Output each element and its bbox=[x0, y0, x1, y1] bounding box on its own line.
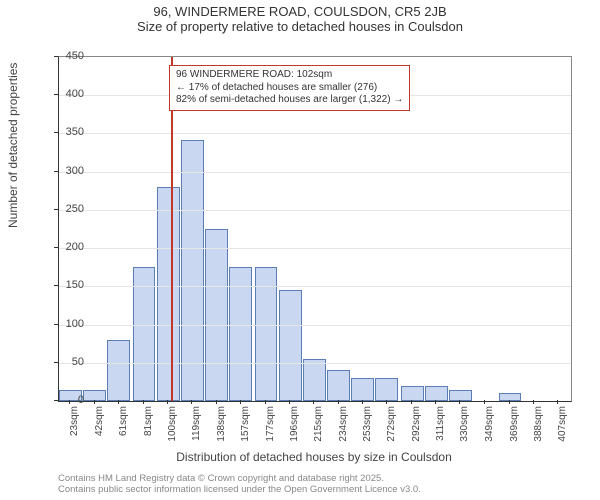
x-tick: 253sqm bbox=[362, 406, 373, 456]
y-tick: 250 bbox=[44, 203, 84, 215]
x-tick: 196sqm bbox=[289, 406, 300, 456]
x-tick: 61sqm bbox=[118, 406, 129, 456]
chart-title: 96, WINDERMERE ROAD, COULSDON, CR5 2JB S… bbox=[0, 4, 600, 34]
x-tick: 407sqm bbox=[557, 406, 568, 456]
y-tick: 50 bbox=[44, 356, 84, 368]
y-tick: 300 bbox=[44, 165, 84, 177]
x-tick: 100sqm bbox=[167, 406, 178, 456]
y-tick: 200 bbox=[44, 241, 84, 253]
bar bbox=[499, 393, 522, 401]
y-axis-label: Number of detached properties bbox=[6, 63, 20, 228]
bar bbox=[375, 378, 398, 401]
bar bbox=[205, 229, 228, 401]
y-tick: 0 bbox=[44, 394, 84, 406]
histogram-plot: 96 WINDERMERE ROAD: 102sqm← 17% of detac… bbox=[58, 56, 572, 402]
y-tick: 150 bbox=[44, 279, 84, 291]
x-tick: 349sqm bbox=[484, 406, 495, 456]
x-tick: 157sqm bbox=[240, 406, 251, 456]
title-line-2: Size of property relative to detached ho… bbox=[0, 19, 600, 34]
x-tick: 138sqm bbox=[216, 406, 227, 456]
bar bbox=[425, 386, 448, 401]
x-tick: 292sqm bbox=[411, 406, 422, 456]
annotation-box: 96 WINDERMERE ROAD: 102sqm← 17% of detac… bbox=[169, 65, 410, 111]
x-tick: 81sqm bbox=[143, 406, 154, 456]
bar bbox=[327, 370, 350, 401]
x-tick: 177sqm bbox=[265, 406, 276, 456]
bar bbox=[401, 386, 424, 401]
y-tick: 100 bbox=[44, 318, 84, 330]
x-tick: 119sqm bbox=[191, 406, 202, 456]
y-tick: 450 bbox=[44, 50, 84, 62]
x-tick: 388sqm bbox=[533, 406, 544, 456]
x-tick: 42sqm bbox=[94, 406, 105, 456]
y-tick: 400 bbox=[44, 88, 84, 100]
bar bbox=[83, 390, 106, 401]
y-tick: 350 bbox=[44, 126, 84, 138]
x-tick: 272sqm bbox=[386, 406, 397, 456]
x-tick: 330sqm bbox=[459, 406, 470, 456]
x-tick: 215sqm bbox=[313, 406, 324, 456]
x-tick: 234sqm bbox=[338, 406, 349, 456]
x-tick: 23sqm bbox=[69, 406, 80, 456]
bar bbox=[303, 359, 326, 401]
bar bbox=[157, 187, 180, 401]
bar bbox=[107, 340, 130, 401]
credits: Contains HM Land Registry data © Crown c… bbox=[58, 474, 570, 496]
x-tick: 311sqm bbox=[435, 406, 446, 456]
bar bbox=[279, 290, 302, 401]
title-line-1: 96, WINDERMERE ROAD, COULSDON, CR5 2JB bbox=[0, 4, 600, 19]
x-tick: 369sqm bbox=[509, 406, 520, 456]
credits-line-2: Contains public sector information licen… bbox=[58, 485, 570, 496]
bar bbox=[351, 378, 374, 401]
